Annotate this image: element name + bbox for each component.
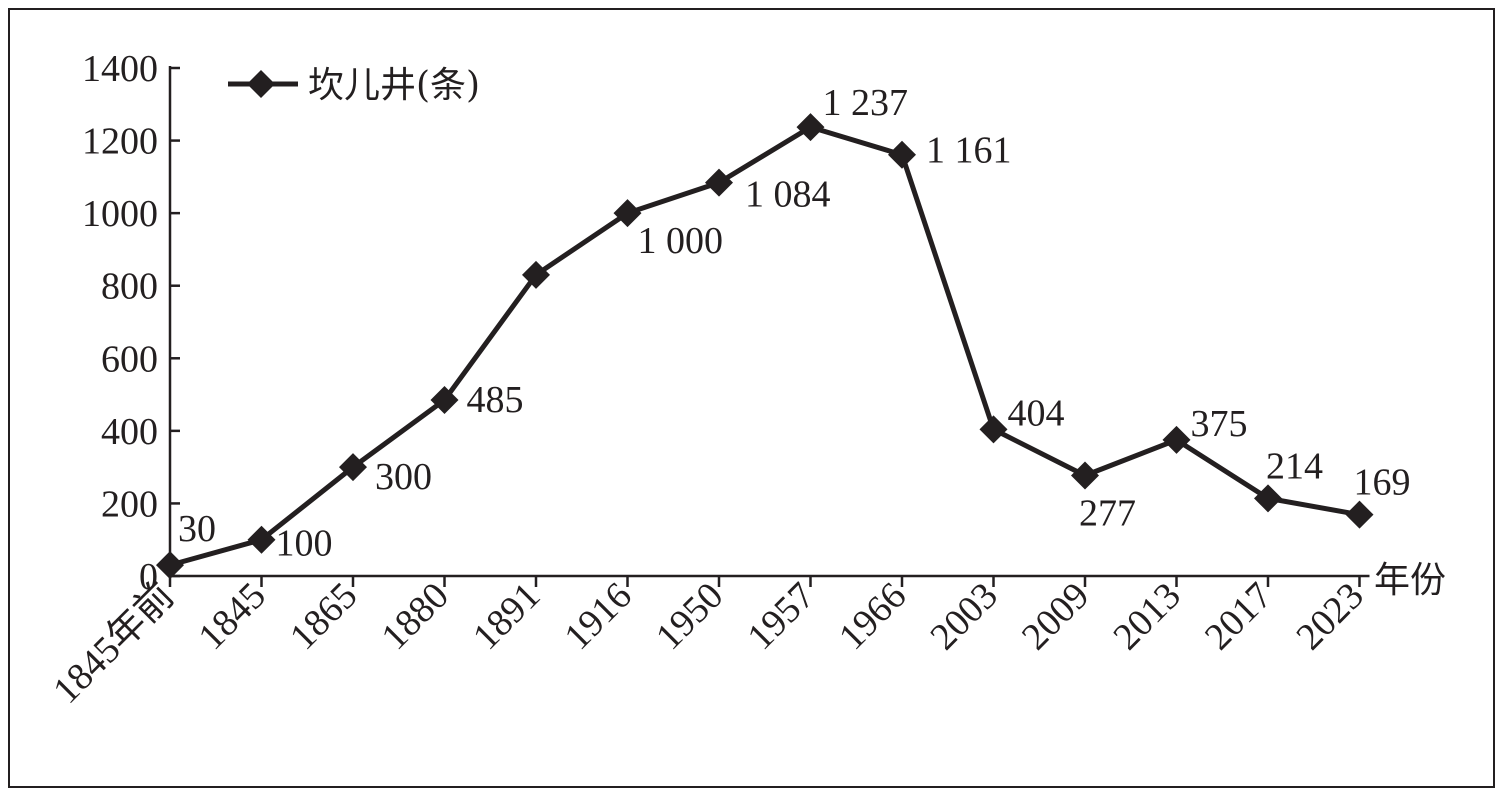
legend: 坎儿井(条) <box>228 65 480 106</box>
x-tick-label: 2013 <box>1105 575 1188 658</box>
data-label: 485 <box>467 379 524 421</box>
y-tick-label: 200 <box>101 483 158 525</box>
data-label: 214 <box>1266 445 1323 487</box>
y-tick-label: 0 <box>139 556 158 598</box>
x-tick-label: 1845 <box>190 575 273 658</box>
chart-frame <box>8 8 1495 788</box>
x-tick-label: 2003 <box>922 575 1005 658</box>
data-point-marker <box>522 260 550 289</box>
data-point-marker <box>156 551 184 580</box>
data-point-marker <box>339 453 367 482</box>
data-point-marker <box>1071 461 1099 490</box>
y-tick-label: 1400 <box>82 48 158 90</box>
data-point-marker <box>1162 425 1191 454</box>
y-tick-label: 800 <box>101 266 158 308</box>
data-label: 404 <box>1008 392 1065 434</box>
data-point-marker <box>1254 484 1282 513</box>
data-label: 1 161 <box>926 130 1012 172</box>
y-tick-label: 1000 <box>82 193 158 235</box>
x-tick-label: 1880 <box>373 575 456 658</box>
y-tick-label: 400 <box>101 411 158 453</box>
data-label: 1 237 <box>823 82 909 124</box>
x-tick-label: 2017 <box>1197 575 1280 658</box>
data-label: 277 <box>1079 492 1136 534</box>
data-label: 30 <box>178 508 216 550</box>
data-label: 169 <box>1354 462 1411 504</box>
data-point-marker <box>430 386 459 415</box>
data-label: 375 <box>1191 403 1248 445</box>
legend-marker <box>247 70 275 98</box>
x-tick-label: 1957 <box>739 575 822 658</box>
x-tick-label: 1891 <box>465 575 548 658</box>
x-tick-label: 1950 <box>648 575 731 658</box>
data-label: 300 <box>375 456 432 498</box>
x-tick-label: 1865 <box>282 575 365 658</box>
x-tick-label: 1845年前 <box>45 575 182 712</box>
x-tick-label: 2023 <box>1288 575 1371 658</box>
y-tick-label: 1200 <box>82 121 158 163</box>
data-label: 1 084 <box>745 174 831 216</box>
legend-label: 坎儿井(条) <box>308 65 480 106</box>
data-point-marker <box>796 113 825 142</box>
x-axis-label: 年份 <box>1374 560 1446 601</box>
x-tick-label: 1916 <box>556 575 639 658</box>
data-point-marker <box>613 199 642 228</box>
x-tick-label: 1966 <box>831 575 914 658</box>
data-point-marker <box>705 168 733 197</box>
x-tick-label: 2009 <box>1014 575 1097 658</box>
data-point-marker <box>247 525 276 554</box>
data-point-marker <box>1345 500 1374 529</box>
data-point-marker <box>888 140 916 169</box>
y-tick-label: 600 <box>101 338 158 380</box>
series-layer: 30 100 300 485 1 000 1 084 1 237 1 161 404 277 375… <box>156 82 1411 580</box>
data-label: 1 000 <box>638 220 724 262</box>
data-point-marker <box>979 415 1008 444</box>
series-line <box>169 124 1360 568</box>
data-label: 100 <box>276 523 333 565</box>
